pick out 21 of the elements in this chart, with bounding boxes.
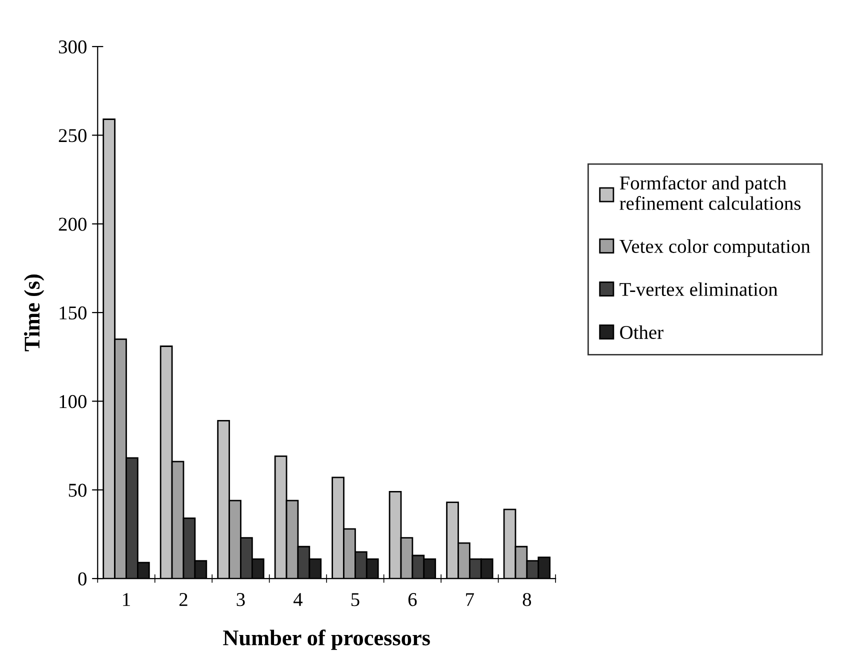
- x-tick-label: 5: [351, 593, 360, 606]
- x-tick-label: 2: [179, 593, 188, 606]
- x-tick-label: 3: [236, 593, 245, 606]
- legend-label: T-vertex elimination: [620, 282, 778, 296]
- legend-label: Formfactor and patch refinement calculations: [620, 176, 801, 210]
- x-tick-label: 1: [123, 593, 130, 606]
- y-tick-label: 200: [58, 218, 86, 231]
- y-tick-label: 300: [58, 40, 86, 54]
- y-tick-label: 100: [60, 395, 86, 408]
- x-tick-label: 6: [408, 593, 417, 606]
- legend-label: Vetex color computation: [620, 239, 810, 257]
- y-tick-label: 250: [58, 129, 86, 142]
- y-tick-label: 0: [78, 572, 86, 586]
- y-tick-label: 150: [60, 306, 86, 320]
- x-axis-title: Number of processors: [223, 630, 430, 650]
- x-tick-label: 4: [293, 593, 303, 606]
- x-tick-label: 7: [466, 593, 474, 606]
- legend-label: Other: [620, 325, 664, 340]
- y-tick-label: 50: [68, 484, 86, 497]
- x-tick-label: 8: [522, 593, 532, 606]
- y-axis-title: Time (s): [24, 274, 44, 352]
